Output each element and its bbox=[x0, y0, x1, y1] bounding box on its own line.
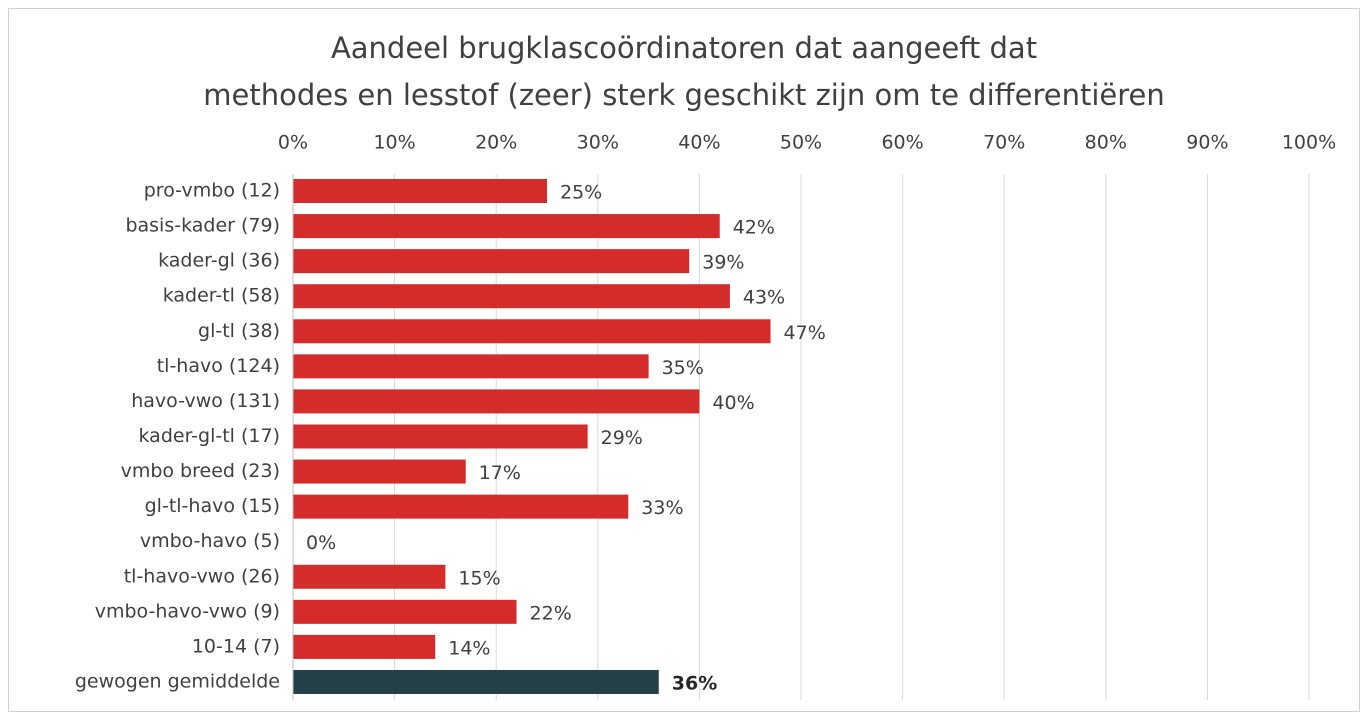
data-label: 15% bbox=[458, 567, 500, 589]
y-tick-label: kader-tl (58) bbox=[163, 285, 280, 307]
data-label: 40% bbox=[712, 392, 754, 414]
data-label: 33% bbox=[641, 497, 683, 519]
y-tick-label: kader-gl (36) bbox=[158, 250, 280, 272]
y-tick-label: basis-kader (79) bbox=[125, 215, 280, 237]
x-tick-label: 70% bbox=[983, 132, 1025, 154]
x-tick-label: 60% bbox=[881, 132, 923, 154]
y-tick-label: gewogen gemiddelde bbox=[75, 670, 280, 692]
x-tick-label: 100% bbox=[1282, 132, 1336, 154]
x-tick-label: 20% bbox=[475, 132, 517, 154]
chart-title: methodes en lesstof (zeer) sterk geschik… bbox=[203, 78, 1164, 112]
data-label: 47% bbox=[784, 322, 826, 344]
data-label: 39% bbox=[702, 252, 744, 274]
y-tick-label: vmbo-havo-vwo (9) bbox=[95, 600, 280, 622]
y-tick-label: vmbo-havo (5) bbox=[140, 530, 280, 552]
bar bbox=[293, 354, 649, 379]
y-tick-label: tl-havo-vwo (26) bbox=[124, 565, 280, 587]
x-tick-label: 40% bbox=[678, 132, 720, 154]
y-tick-label: kader-gl-tl (17) bbox=[139, 425, 280, 447]
bar bbox=[293, 319, 771, 344]
x-tick-label: 50% bbox=[780, 132, 822, 154]
x-tick-label: 90% bbox=[1186, 132, 1228, 154]
data-label: 14% bbox=[448, 637, 490, 659]
data-label: 35% bbox=[662, 357, 704, 379]
x-tick-label: 30% bbox=[577, 132, 619, 154]
data-label: 29% bbox=[601, 427, 643, 449]
x-tick-label: 80% bbox=[1085, 132, 1127, 154]
y-tick-label: gl-tl (38) bbox=[198, 320, 280, 342]
bar bbox=[293, 494, 629, 519]
y-tick-label: havo-vwo (131) bbox=[131, 390, 280, 412]
bar bbox=[293, 634, 436, 659]
bar bbox=[293, 214, 720, 239]
x-tick-label: 10% bbox=[373, 132, 415, 154]
data-label: 17% bbox=[479, 462, 521, 484]
data-label: 36% bbox=[672, 672, 717, 694]
bar bbox=[293, 599, 517, 624]
data-label: 0% bbox=[306, 532, 336, 554]
y-tick-label: vmbo breed (23) bbox=[121, 460, 280, 482]
bar bbox=[293, 179, 547, 203]
data-label: 25% bbox=[560, 182, 602, 204]
y-tick-label: pro-vmbo (12) bbox=[144, 180, 280, 202]
y-tick-label: tl-havo (124) bbox=[157, 355, 280, 377]
bar bbox=[293, 459, 466, 484]
data-label: 42% bbox=[733, 217, 775, 239]
x-tick-label: 0% bbox=[278, 132, 308, 154]
y-tick-label: 10-14 (7) bbox=[192, 635, 280, 657]
bar bbox=[293, 424, 588, 449]
bar bbox=[293, 249, 690, 274]
bar bbox=[293, 669, 659, 694]
data-label: 43% bbox=[743, 287, 785, 309]
y-tick-label: gl-tl-havo (15) bbox=[145, 495, 280, 517]
bar bbox=[293, 389, 700, 414]
data-label: 22% bbox=[530, 602, 572, 624]
bar bbox=[293, 284, 730, 309]
chart-title: Aandeel brugklascoördinatoren dat aangee… bbox=[331, 31, 1037, 65]
bar bbox=[293, 564, 446, 589]
chart-border bbox=[8, 8, 1360, 712]
